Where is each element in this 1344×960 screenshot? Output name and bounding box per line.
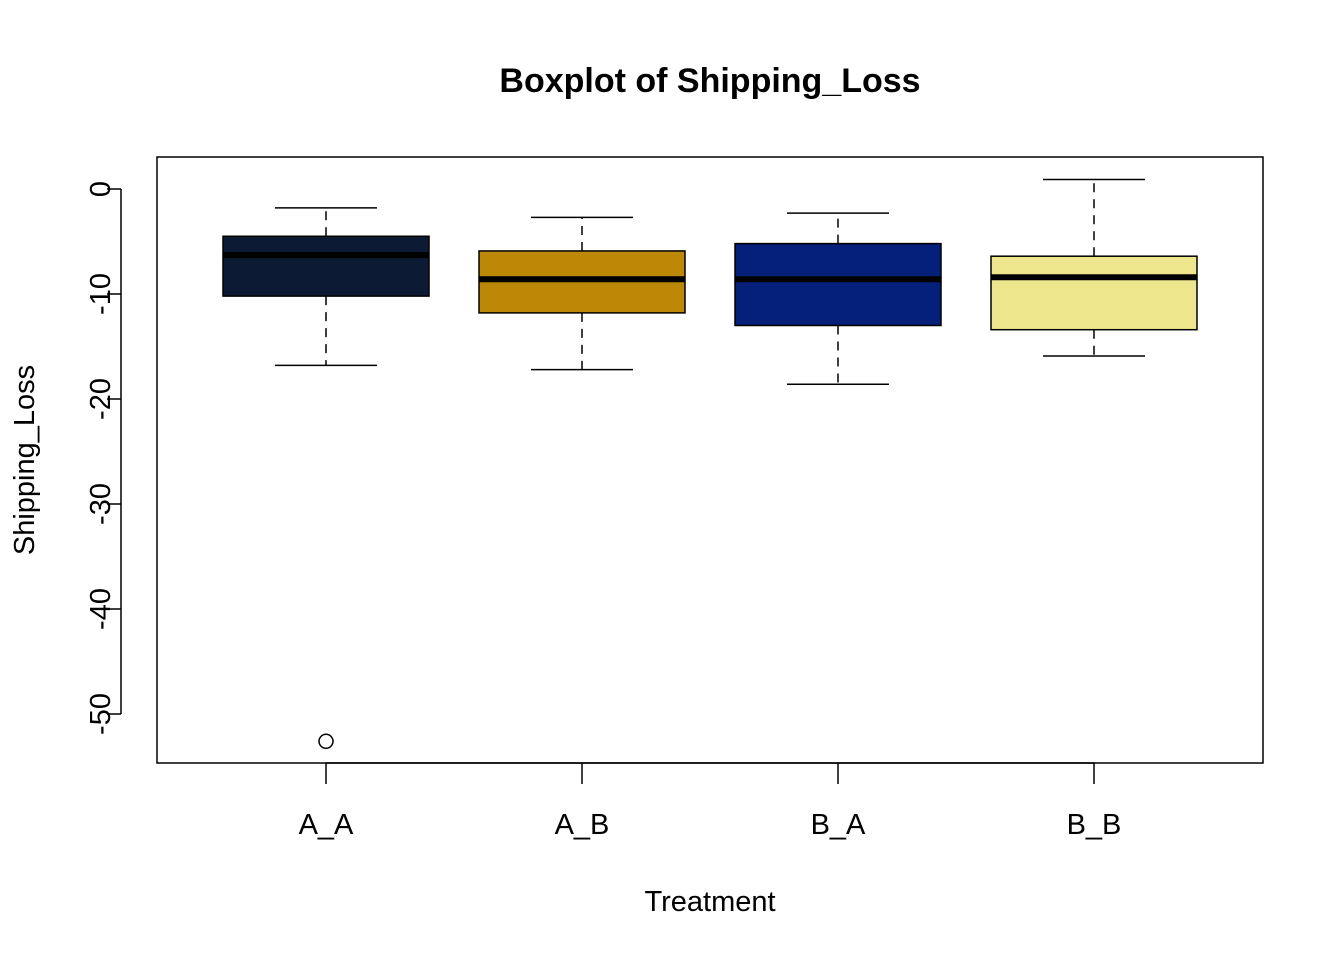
y-tick-label: -40 (85, 588, 117, 630)
y-tick-label: -30 (85, 483, 117, 525)
y-tick-label: -20 (85, 378, 117, 420)
y-tick-label: 0 (85, 181, 117, 197)
box-A_A (222, 207, 430, 750)
box-A_B (478, 216, 686, 371)
box-body (734, 242, 942, 327)
box-body (990, 255, 1198, 331)
x-axis-label: Treatment (644, 886, 775, 918)
boxes (222, 178, 1198, 750)
outlier-point (318, 733, 334, 750)
y-tick-label: -10 (85, 273, 117, 315)
chart-title: Boxplot of Shipping_Loss (499, 62, 920, 100)
x-tick-label: B_B (1067, 809, 1122, 841)
box-B_B (990, 178, 1198, 357)
x-tick-label: A_A (299, 809, 354, 841)
x-tick-label: A_B (555, 809, 610, 841)
box-body (222, 235, 430, 297)
y-axis: 0 -10 -20 -30 -40 -50 (85, 181, 122, 735)
box-B_A (734, 212, 942, 386)
x-tick-label: B_A (811, 809, 866, 841)
y-axis-label: Shipping_Loss (9, 365, 41, 555)
y-tick-label: -50 (85, 693, 117, 735)
x-axis: A_A A_B B_A B_B (299, 762, 1122, 841)
